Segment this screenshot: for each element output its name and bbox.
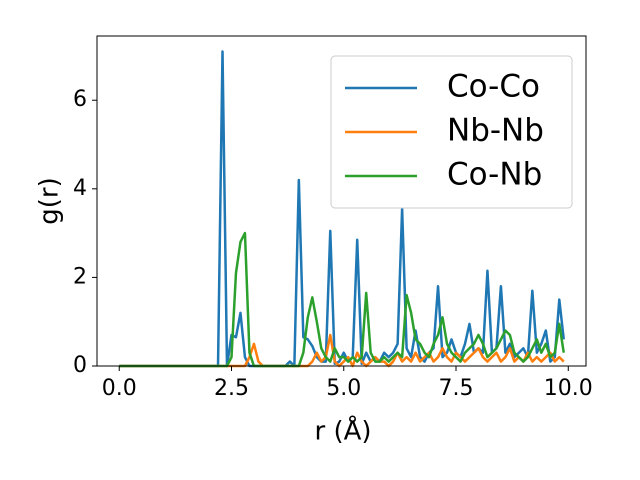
y-tick-label: 2 [73, 264, 87, 289]
x-tick-label: 5.0 [326, 376, 361, 401]
legend-label: Nb-Nb [447, 113, 544, 149]
x-axis-label: r (Å) [314, 415, 371, 447]
plot-frame [96, 35, 587, 367]
y-tick-label: 6 [73, 87, 87, 112]
legend-label: Co-Co [447, 69, 540, 105]
x-tick-label: 0.0 [102, 376, 137, 401]
legend: Co-Co Nb-Nb Co-Nb [330, 55, 573, 209]
legend-box [330, 55, 573, 209]
y-tick-label: 4 [73, 176, 87, 201]
x-tick-label: 10.0 [544, 376, 593, 401]
legend-label: Co-Nb [447, 157, 542, 193]
y-axis-label: g(r) [35, 177, 65, 224]
x-tick-label: 2.5 [214, 376, 249, 401]
y-tick-label: 0 [73, 353, 87, 378]
line-series [119, 231, 566, 368]
x-tick-label: 7.5 [439, 376, 474, 401]
